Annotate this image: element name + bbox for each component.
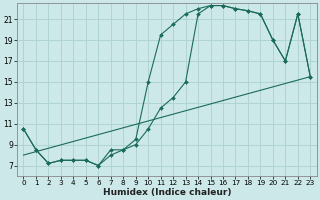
X-axis label: Humidex (Indice chaleur): Humidex (Indice chaleur) bbox=[103, 188, 231, 197]
